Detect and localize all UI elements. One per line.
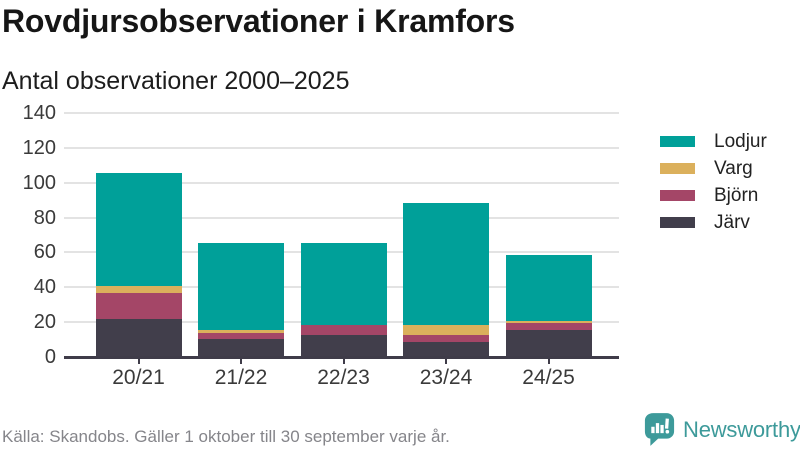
legend-swatch-jarv <box>660 217 695 228</box>
x-axis-label-23-24: 23/24 <box>419 366 473 389</box>
brand-name: Newsworthy <box>683 417 800 442</box>
grid-line-100 <box>64 181 619 184</box>
bar-segment-varg <box>505 321 592 323</box>
logo-exclamation <box>664 418 669 429</box>
legend-label-varg: Varg <box>714 157 753 179</box>
y-axis-label-120: 120 <box>22 136 56 159</box>
logo-bar-3 <box>660 424 664 434</box>
bar-segment-bjorn <box>300 324 387 336</box>
y-axis-label-20: 20 <box>33 311 56 334</box>
bar-segment-bjorn <box>198 333 284 339</box>
x-axis-tick <box>240 359 242 364</box>
legend-item-varg: Varg <box>660 157 767 179</box>
bar-segment-varg <box>403 324 489 336</box>
y-axis-label-40: 40 <box>33 276 56 299</box>
x-axis-label-24-25: 24/25 <box>522 366 575 389</box>
x-axis-tick <box>342 359 345 364</box>
newsworthy-icon <box>644 413 675 446</box>
grid-line-80 <box>64 216 619 219</box>
grid-line-140 <box>64 112 619 114</box>
y-axis-label-60: 60 <box>33 241 56 264</box>
x-axis-label-21-22: 21/22 <box>214 366 268 389</box>
newsworthy-logo: Newsworthy <box>644 412 800 447</box>
legend-swatch-bjorn <box>660 190 695 201</box>
y-axis-label-0: 0 <box>44 346 56 368</box>
bar-segment-lodjur <box>403 202 489 325</box>
bar-segment-lodjur <box>95 173 182 287</box>
bar-segment-varg <box>95 286 182 294</box>
source-note: Källa: Skandobs. Gäller 1 oktober till 3… <box>2 427 450 446</box>
legend-label-lodjur: Lodjur <box>714 130 767 152</box>
x-axis-label-20-21: 20/21 <box>112 366 165 389</box>
bar-segment-varg <box>198 329 284 334</box>
grid-line-120 <box>64 146 619 149</box>
bar-segment-lodjur <box>505 254 592 322</box>
bar-segment-bjorn <box>505 322 592 330</box>
logo-bar-1 <box>651 426 655 434</box>
page-title: Rovdjursobservationer i Kramfors <box>2 3 515 39</box>
y-axis-label-80: 80 <box>33 206 56 229</box>
bar-segment-jarv <box>198 338 284 356</box>
bar-segment-jarv <box>300 335 387 356</box>
legend-item-lodjur: Lodjur <box>660 130 767 152</box>
chart-subtitle: Antal observationer 2000–2025 <box>2 67 350 95</box>
bar-23-24 <box>403 202 489 356</box>
bar-segment-jarv <box>403 342 489 356</box>
legend-label-jarv: Järv <box>714 211 750 233</box>
legend-swatch-lodjur <box>660 136 695 147</box>
bar-segment-lodjur <box>300 242 387 325</box>
x-axis-tick <box>547 359 550 364</box>
bar-20-21 <box>95 173 182 356</box>
bar-segment-jarv <box>505 329 592 356</box>
x-axis-tick <box>445 359 447 364</box>
logo-bar-2 <box>655 423 660 434</box>
bar-segment-jarv <box>95 319 182 356</box>
x-axis-tick <box>137 359 140 364</box>
bar-segment-bjorn <box>95 293 182 320</box>
chart-legend: Lodjur Varg Björn Järv <box>660 130 767 241</box>
legend-item-jarv: Järv <box>660 211 767 233</box>
bar-segment-bjorn <box>403 335 489 343</box>
y-axis-label-100: 100 <box>22 171 56 194</box>
bar-24-25 <box>505 254 592 356</box>
x-axis-line <box>64 356 619 359</box>
legend-label-bjorn: Björn <box>714 184 759 206</box>
y-axis-label-140: 140 <box>22 102 56 124</box>
legend-item-bjorn: Björn <box>660 184 767 206</box>
bar-segment-lodjur <box>198 242 284 330</box>
legend-swatch-varg <box>660 163 695 174</box>
bar-22-23 <box>300 242 387 356</box>
x-axis-label-22-23: 22/23 <box>317 366 370 389</box>
bar-21-22 <box>198 242 284 356</box>
